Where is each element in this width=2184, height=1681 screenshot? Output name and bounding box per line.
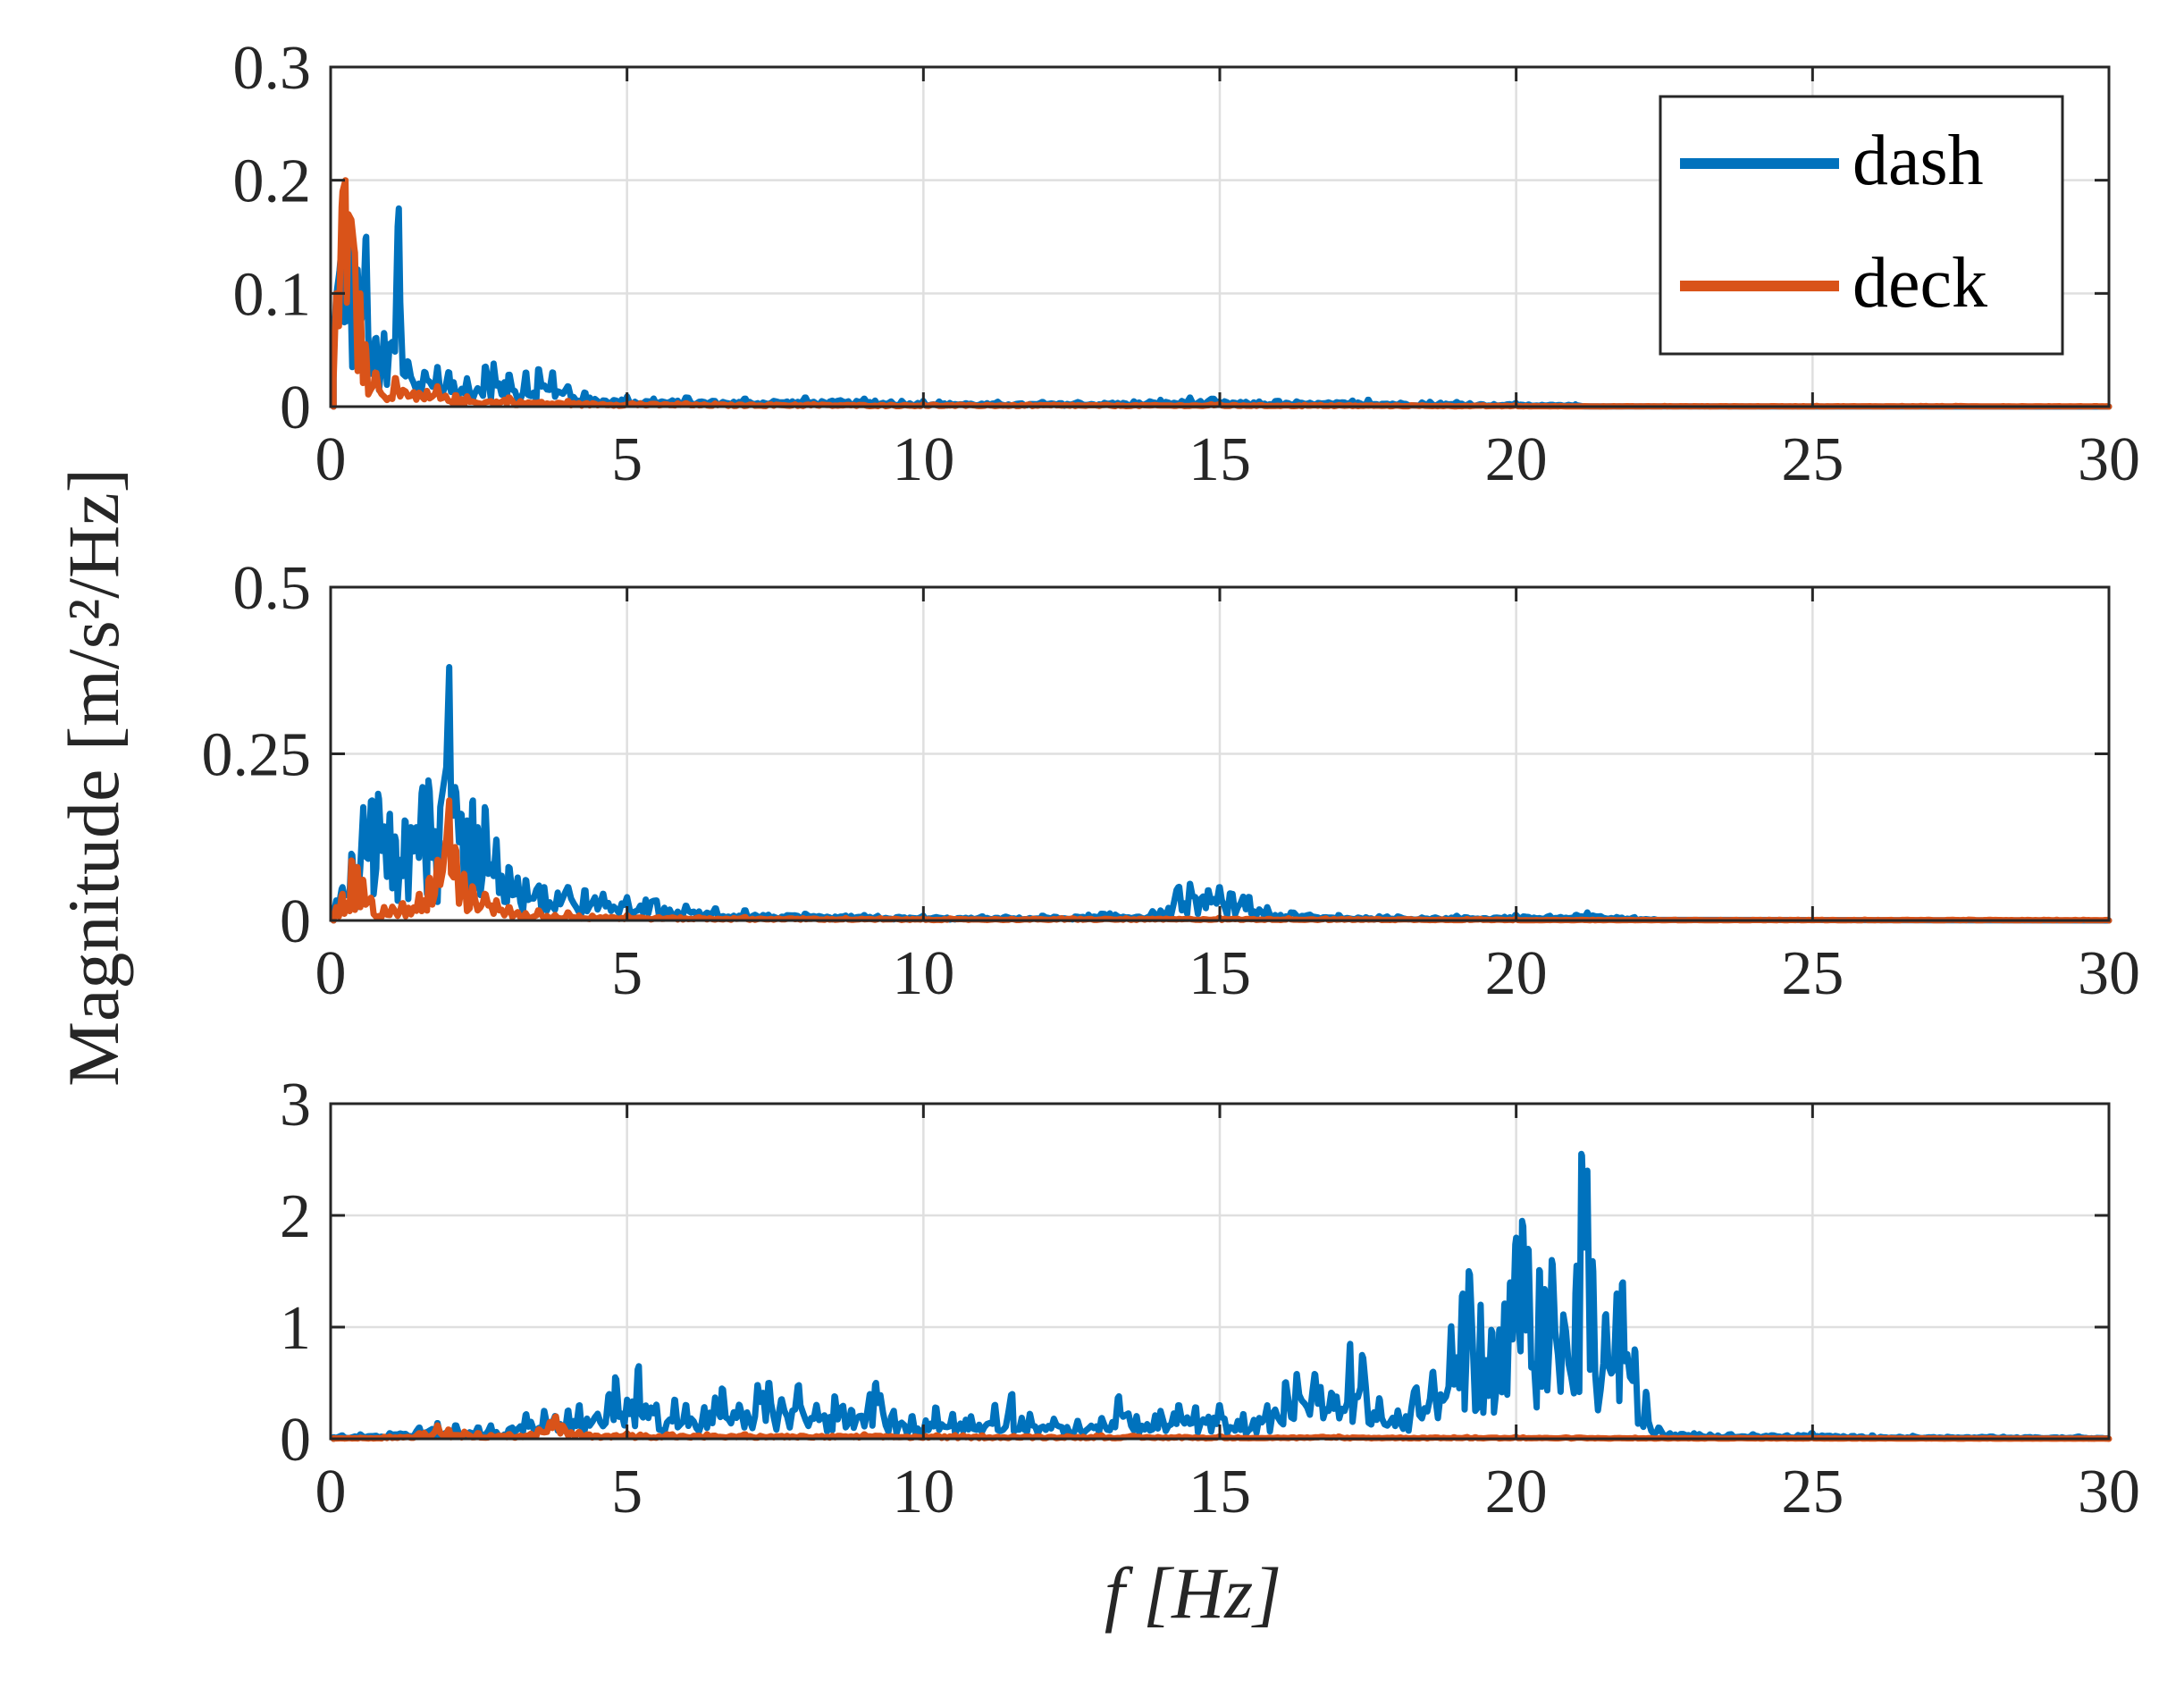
xlabel-bottom: f [Hz] bbox=[1105, 1552, 1281, 1634]
figure-ylabel: Magnitude [m/s²/Hz] bbox=[53, 468, 134, 1087]
x-tick-label: 30 bbox=[2078, 1458, 2140, 1526]
x-tick-label: 30 bbox=[2078, 939, 2140, 1008]
y-tick-label: 0 bbox=[280, 374, 311, 442]
y-tick-label: 0 bbox=[280, 887, 311, 956]
y-tick-label: 3 bbox=[280, 1071, 311, 1139]
y-tick-label: 1 bbox=[280, 1294, 311, 1363]
x-tick-label: 20 bbox=[1485, 939, 1548, 1008]
x-tick-label: 10 bbox=[892, 425, 954, 494]
x-tick-label: 0 bbox=[315, 1458, 347, 1526]
x-tick-label: 5 bbox=[611, 1458, 643, 1526]
x-tick-label: 5 bbox=[611, 425, 643, 494]
x-tick-label: 25 bbox=[1781, 939, 1844, 1008]
x-tick-label: 25 bbox=[1781, 425, 1844, 494]
legend-box bbox=[1659, 95, 2064, 356]
x-tick-label: 0 bbox=[315, 939, 347, 1008]
y-tick-label: 0 bbox=[280, 1406, 311, 1475]
x-tick-label: 20 bbox=[1485, 1458, 1548, 1526]
x-tick-label: 15 bbox=[1189, 425, 1251, 494]
x-tick-label: 15 bbox=[1189, 1458, 1251, 1526]
x-tick-label: 30 bbox=[2078, 425, 2140, 494]
x-tick-label: 15 bbox=[1189, 939, 1251, 1008]
y-tick-label: 0.3 bbox=[233, 34, 312, 103]
subplot-bottom: 0 5 10 15 20 25 30 0 1 2 3 bbox=[280, 1071, 2140, 1526]
x-tick-label: 5 bbox=[611, 939, 643, 1008]
legend-label-deck: deck bbox=[1852, 244, 1987, 323]
legend: dash deck bbox=[1659, 95, 2064, 356]
x-tick-label: 10 bbox=[892, 939, 954, 1008]
x-tick-label: 0 bbox=[315, 425, 347, 494]
x-tick-label: 25 bbox=[1781, 1458, 1844, 1526]
y-tick-label: 2 bbox=[280, 1182, 311, 1251]
y-tick-label: 0.2 bbox=[233, 147, 312, 216]
legend-label-dash: dash bbox=[1852, 122, 1984, 200]
y-tick-label: 0.25 bbox=[202, 721, 312, 790]
x-tick-label: 10 bbox=[892, 1458, 954, 1526]
y-tick-label: 0.1 bbox=[233, 260, 312, 329]
x-tick-label: 20 bbox=[1485, 425, 1548, 494]
subplot-middle: 0 5 10 15 20 25 30 0 0.25 0.5 bbox=[202, 554, 2141, 1008]
y-tick-label: 0.5 bbox=[233, 554, 312, 623]
